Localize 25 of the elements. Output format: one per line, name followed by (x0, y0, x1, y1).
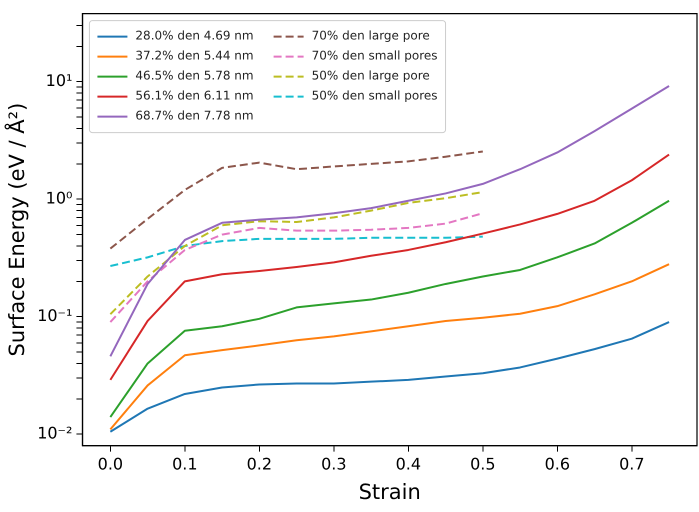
x-tick-label: 0.4 (396, 454, 422, 474)
y-tick-label: 10⁻¹ (37, 306, 72, 325)
y-tick-label: 10⁻² (37, 423, 72, 442)
x-axis-title: Strain (358, 480, 421, 504)
x-tick-label: 0.6 (544, 454, 570, 474)
legend-label: 50% den small pores (312, 88, 438, 103)
x-tick-label: 0.7 (619, 454, 645, 474)
legend-label: 56.1% den 6.11 nm (135, 88, 254, 103)
x-tick-label: 0.2 (246, 454, 272, 474)
x-tick-label: 0.5 (470, 454, 496, 474)
x-tick-label: 0.1 (172, 454, 198, 474)
y-axis-title: Surface Energy (eV / Å²) (4, 102, 30, 356)
legend-label: 70% den small pores (312, 48, 438, 63)
line-series (109, 236, 484, 268)
x-tick-label: 0.3 (321, 454, 347, 474)
legend-label: 70% den large pore (312, 28, 430, 43)
legend-label: 28.0% den 4.69 nm (135, 28, 254, 43)
legend-label: 37.2% den 5.44 nm (135, 48, 254, 63)
y-tick-label: 10¹ (46, 70, 72, 90)
legend-label: 68.7% den 7.78 nm (135, 108, 254, 123)
legend-label: 50% den large pore (312, 68, 430, 83)
y-tick-label: 10⁰ (46, 188, 72, 208)
x-tick-label: 0.0 (98, 454, 124, 474)
line-series (109, 150, 484, 250)
legend-label: 46.5% den 5.78 nm (135, 68, 254, 83)
